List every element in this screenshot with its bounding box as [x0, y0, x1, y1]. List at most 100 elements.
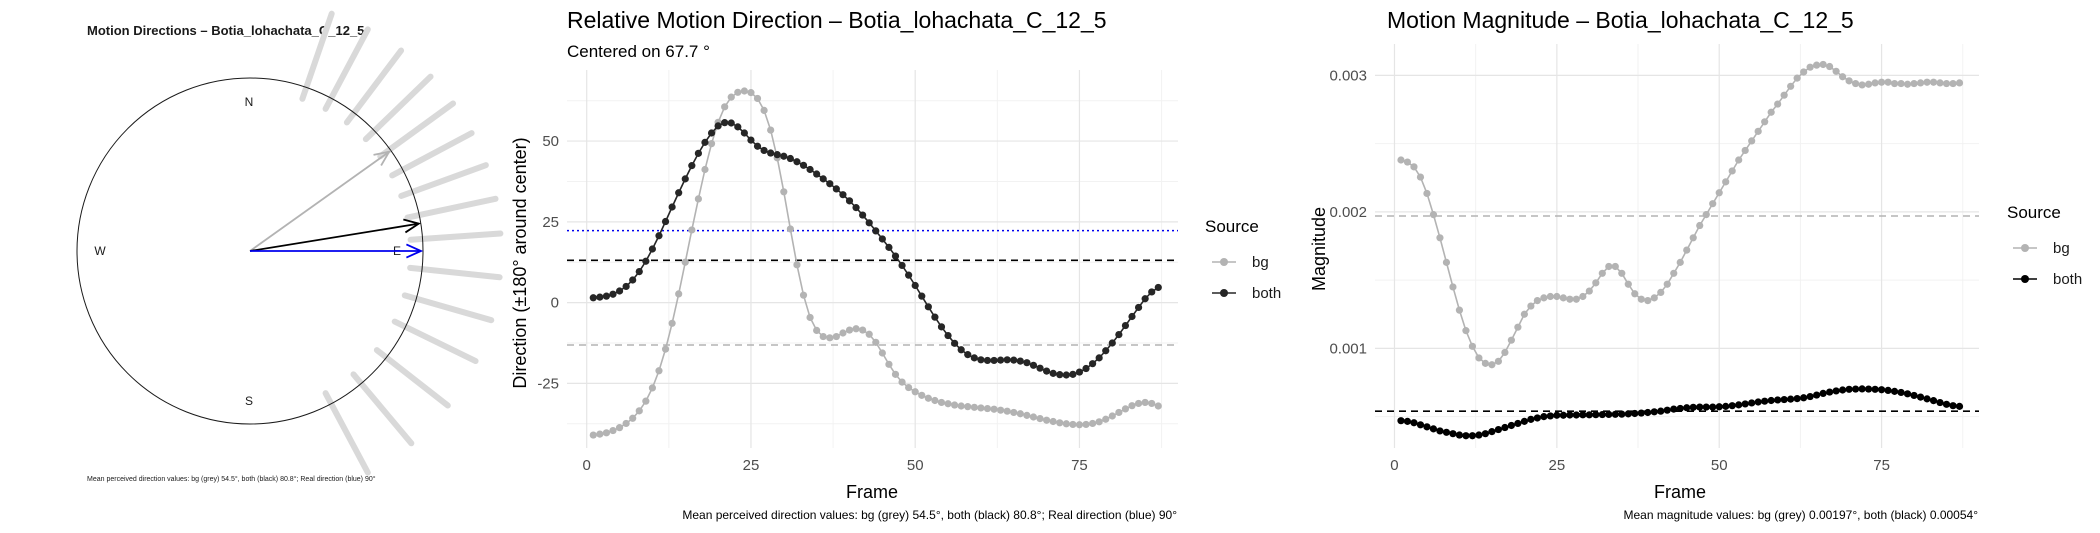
series-bg-point [911, 388, 919, 396]
series-both-point [1128, 312, 1136, 321]
series-bg-point [721, 103, 729, 111]
series-both-point [1468, 432, 1477, 440]
series-both-point [813, 170, 821, 178]
direction-y-ticks: -25 0 25 50 [537, 133, 559, 392]
series-both-point [1069, 370, 1077, 378]
series-both-point [1514, 419, 1522, 428]
y-tick-label: 25 [542, 214, 559, 231]
series-bg-point [727, 93, 735, 101]
series-bg-point [983, 404, 992, 413]
series-bg-point [1696, 221, 1704, 230]
series-both-point [780, 152, 788, 160]
series-bg-point [1877, 78, 1886, 86]
series-both-point [1903, 390, 1912, 398]
arrow-bg-head [373, 150, 392, 166]
series-bg-point [1761, 118, 1769, 126]
series-bg-point [1546, 292, 1554, 301]
series-bg-point [1624, 280, 1632, 288]
fan-ray-1 [322, 26, 371, 112]
series-bg-point [1709, 200, 1717, 208]
series-both-point [1890, 387, 1899, 395]
series-bg-point [1942, 79, 1951, 88]
x-tick-label: 0 [1390, 457, 1398, 474]
series-both-point [1774, 396, 1782, 404]
series-both-point [1546, 412, 1554, 420]
series-both-point [1689, 403, 1697, 411]
series-both-point [1115, 331, 1123, 339]
series-bg-point [859, 326, 867, 334]
series-both-point [1605, 410, 1613, 419]
compass-label-north: N [245, 95, 254, 109]
series-bg-point [997, 406, 1005, 414]
direction-legend: Source bg both [1205, 217, 1281, 302]
compass-arrows [249, 150, 424, 259]
series-both-point [1010, 356, 1018, 364]
series-bg-point [668, 319, 676, 327]
series-both-point [1845, 385, 1853, 393]
series-bg-point [1449, 283, 1457, 291]
series-both-point [1462, 432, 1470, 440]
series-both-point [609, 290, 617, 298]
series-both-point [615, 287, 624, 295]
magnitude-legend-both-marker [2021, 275, 2029, 283]
series-both-point [688, 162, 696, 170]
magnitude-grid [1375, 44, 1979, 448]
series-both-point [767, 149, 775, 157]
series-bg-point [760, 106, 768, 114]
series-both-point [1884, 386, 1892, 395]
series-both-point [1793, 394, 1801, 403]
series-both-point [924, 303, 932, 311]
series-both-point [1585, 411, 1593, 419]
magnitude-legend-both-label: both [2053, 271, 2082, 288]
series-both-point [1955, 402, 1964, 410]
series-bg-point [1553, 292, 1561, 301]
series-bg-point [793, 261, 801, 269]
series-both-point [1741, 400, 1749, 408]
series-both-point [1676, 404, 1684, 413]
series-both-point [1780, 395, 1788, 404]
series-bg-point [1154, 402, 1162, 410]
series-bg-point [1036, 415, 1044, 423]
magnitude-legend-bg-label: bg [2053, 240, 2070, 257]
series-both-point [681, 175, 689, 183]
compass-label-west: W [94, 244, 106, 258]
series-both-point [694, 149, 702, 157]
series-bg-point [1871, 79, 1879, 87]
series-bg-point [1884, 78, 1892, 86]
series-both-point [1929, 397, 1938, 405]
series-both-point [1864, 385, 1873, 393]
series-bg-point [589, 431, 597, 439]
series-both-point [1141, 295, 1149, 303]
fan-ray-9 [407, 264, 503, 281]
series-both-point [1023, 359, 1031, 367]
series-both-point [911, 281, 919, 290]
direction-legend-both-label: both [1252, 285, 1281, 302]
series-both-point [1761, 397, 1769, 405]
series-bg-point [1016, 410, 1024, 418]
series-both-point [951, 339, 959, 347]
series-bg-point [635, 407, 643, 415]
series-bg-point [1410, 163, 1418, 171]
series-both-point [1049, 369, 1057, 377]
series-bg-point [819, 332, 827, 341]
series-bg-point [964, 403, 972, 411]
series-bg-point [1774, 100, 1782, 108]
series-bg-point [1689, 234, 1697, 242]
series-both-point [990, 356, 998, 365]
x-tick-label: 75 [1071, 457, 1088, 474]
series-both-point [1494, 425, 1502, 434]
series-bg-point [694, 195, 702, 203]
series-bg-point [1507, 336, 1515, 344]
series-bg-point [622, 419, 630, 428]
series-both-point [852, 204, 860, 212]
x-tick-label: 50 [907, 457, 924, 474]
direction-subtitle: Centered on 67.7 ° [567, 42, 710, 61]
series-bg-point [845, 326, 854, 334]
series-both-point [1696, 403, 1704, 411]
series-both-point [891, 252, 900, 260]
series-both-point [1637, 409, 1645, 417]
direction-reference-lines [567, 229, 1178, 346]
series-bg-point [970, 403, 978, 411]
series-bg-point [1592, 279, 1600, 287]
